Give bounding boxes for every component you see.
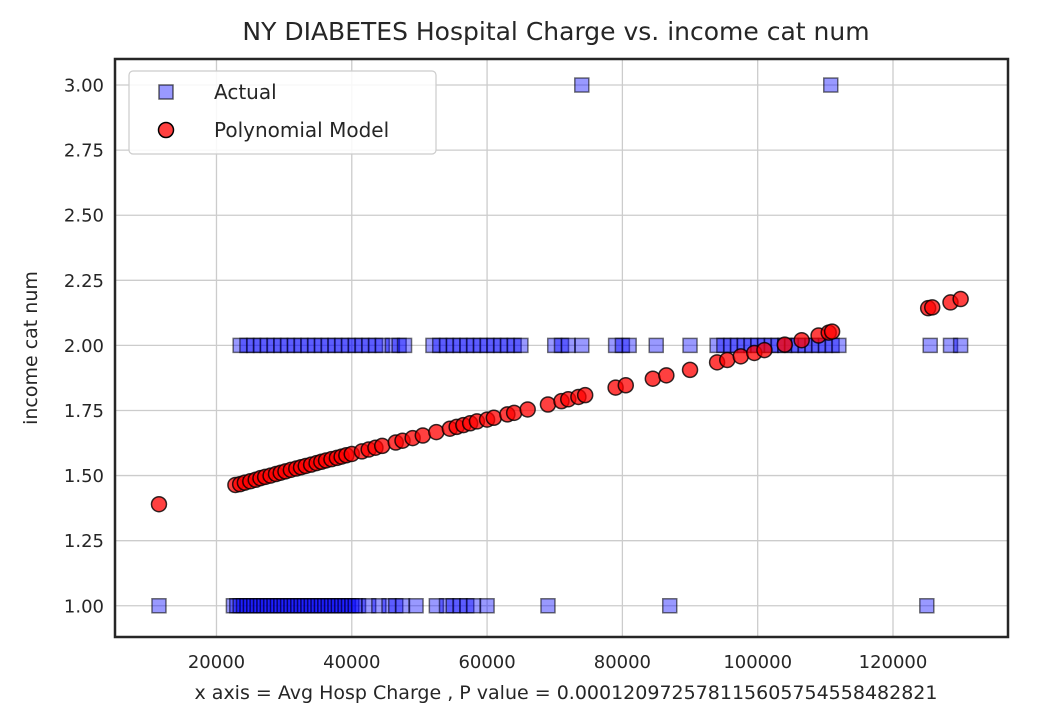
model-point xyxy=(539,396,557,413)
actual-point xyxy=(396,337,413,354)
actual-point xyxy=(151,598,167,614)
legend-marker-actual xyxy=(158,84,174,100)
model-point xyxy=(923,299,941,316)
y-tick-label: 1.75 xyxy=(64,401,104,422)
plot-frame xyxy=(113,57,1010,639)
actual-point xyxy=(560,337,577,354)
model-point xyxy=(823,323,841,340)
actual-point xyxy=(831,337,847,354)
y-tick-label: 3.00 xyxy=(64,76,104,97)
model-point xyxy=(952,290,969,308)
legend-label-model: Polynomial Model xyxy=(214,118,389,142)
x-axis-label: x axis = Avg Hosp Charge , P value = 0.0… xyxy=(195,682,938,704)
model-point xyxy=(776,336,793,353)
actual-point xyxy=(540,598,556,614)
model-point xyxy=(732,348,750,365)
actual-point xyxy=(394,598,411,614)
model-point xyxy=(373,437,391,455)
model-point xyxy=(519,401,536,418)
legend-label-actual: Actual xyxy=(214,80,277,104)
model-point xyxy=(718,351,736,369)
y-axis-label: income cat num xyxy=(20,271,42,425)
model-point xyxy=(617,376,635,394)
model-point xyxy=(505,404,523,422)
y-tick-label: 1.50 xyxy=(64,466,104,487)
x-tick-label: 100000 xyxy=(723,652,792,673)
model-point xyxy=(576,386,594,404)
chart-title: NY DIABETES Hospital Charge vs. income c… xyxy=(242,17,869,46)
model-point xyxy=(414,427,432,444)
actual-point xyxy=(823,77,839,93)
model-point xyxy=(428,423,445,441)
actual-series xyxy=(151,77,969,614)
actual-point xyxy=(682,337,698,354)
actual-point xyxy=(648,337,664,354)
actual-point xyxy=(922,337,938,354)
x-tick-label: 40000 xyxy=(323,652,380,673)
actual-point xyxy=(479,598,495,614)
actual-point xyxy=(574,337,590,354)
actual-point xyxy=(952,337,969,354)
y-tick-label: 1.25 xyxy=(64,531,104,552)
actual-point xyxy=(919,598,935,614)
legend-marker-model xyxy=(157,121,175,139)
legend: Actual Polynomial Model xyxy=(128,70,437,155)
actual-point xyxy=(574,77,590,93)
actual-point xyxy=(408,598,424,614)
x-axis-ticks: 20000 40000 60000 80000 100000 120000 xyxy=(188,652,928,673)
model-point xyxy=(644,370,662,387)
y-axis-ticks: 1.00 1.25 1.50 1.75 2.00 2.25 2.50 2.75 3.00 xyxy=(64,76,104,618)
actual-point xyxy=(465,598,482,614)
actual-point xyxy=(621,337,637,354)
x-tick-label: 60000 xyxy=(458,652,515,673)
x-tick-label: 20000 xyxy=(188,652,245,673)
model-point xyxy=(485,409,503,427)
model-point xyxy=(658,367,675,384)
polynomial-model-series xyxy=(150,290,969,513)
actual-point xyxy=(513,337,529,354)
y-tick-label: 2.75 xyxy=(64,141,104,162)
model-point xyxy=(150,495,168,513)
model-point xyxy=(756,341,773,359)
x-tick-label: 120000 xyxy=(859,652,928,673)
model-point xyxy=(681,361,699,379)
y-tick-label: 2.00 xyxy=(64,336,104,357)
y-tick-label: 2.25 xyxy=(64,271,104,292)
actual-point xyxy=(661,598,678,614)
x-tick-label: 80000 xyxy=(594,652,651,673)
y-tick-label: 2.50 xyxy=(64,206,104,227)
y-tick-label: 1.00 xyxy=(64,596,104,617)
model-point xyxy=(793,331,810,349)
legend-box xyxy=(128,70,437,155)
